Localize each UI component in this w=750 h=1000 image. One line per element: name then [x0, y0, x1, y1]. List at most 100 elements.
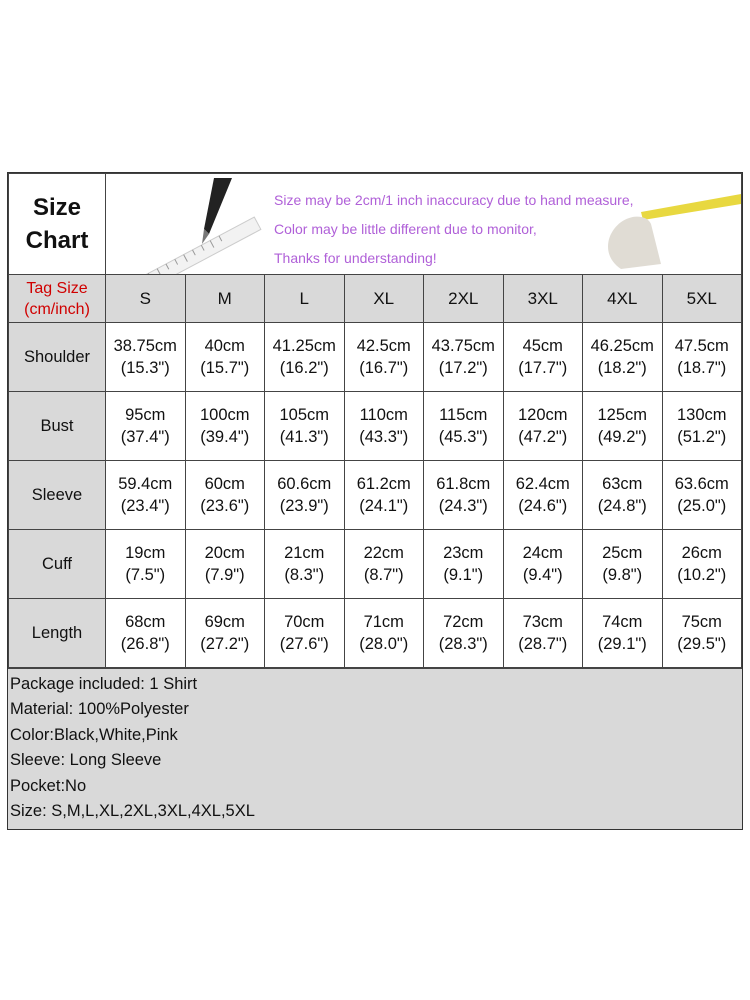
size-header: 2XL	[423, 274, 504, 323]
banner-note: Color may be little different due to mon…	[274, 221, 537, 237]
inch-value: (39.4")	[200, 428, 250, 446]
inch-value: (17.2")	[438, 359, 488, 377]
inch-value: (29.5")	[677, 635, 727, 653]
inch-value: (26.8")	[120, 635, 170, 653]
inch-value: (15.3")	[120, 359, 170, 377]
inch-value: (7.5")	[125, 566, 166, 584]
cm-value: 110cm	[359, 406, 408, 424]
cm-value: 25cm	[602, 544, 643, 562]
cm-value: 21cm	[284, 544, 325, 562]
cm-value: 42.5cm	[356, 337, 411, 355]
row-label: Sleeve	[8, 460, 106, 530]
inch-value: (25.0")	[677, 497, 727, 515]
measurement-cell: 130cm (51.2")	[661, 391, 742, 461]
tag-size-label: Tag Size (cm/inch)	[8, 274, 106, 323]
size-header: L	[264, 274, 345, 323]
table-row: Shoulder 38.75cm (15.3") 40cm (15.7") 41.25cm…	[8, 322, 742, 392]
measurement-cell: 42.5cm (16.7")	[343, 322, 424, 392]
measurement-cell: 41.25cm (16.2")	[264, 322, 345, 392]
pencil-ruler-icon	[129, 178, 262, 274]
banner-note: Size may be 2cm/1 inch inaccuracy due to…	[274, 192, 634, 208]
inch-value: (18.2")	[597, 359, 647, 377]
banner-note: Thanks for understanding!	[274, 250, 437, 266]
detail-size: Size: S,M,L,XL,2XL,3XL,4XL,5XL	[10, 802, 255, 821]
cm-value: 45cm	[522, 337, 563, 355]
size-header: S	[105, 274, 186, 323]
inch-value: (9.8")	[602, 566, 643, 584]
measurement-cell: 105cm (41.3")	[264, 391, 345, 461]
cm-value: 61.8cm	[436, 475, 491, 493]
measurement-cell: 125cm (49.2")	[582, 391, 663, 461]
cm-value: 63.6cm	[674, 475, 729, 493]
measurement-cell: 68cm (26.8")	[105, 598, 186, 668]
detail-color: Color:Black,White,Pink	[10, 725, 178, 744]
tag-size-line-2: (cm/inch)	[24, 300, 90, 318]
cm-value: 40cm	[204, 337, 245, 355]
measurement-cell: 75cm (29.5")	[661, 598, 742, 668]
cm-value: 73cm	[522, 613, 563, 631]
banner: Size may be 2cm/1 inch inaccuracy due to…	[105, 173, 742, 275]
measurement-cell: 72cm (28.3")	[423, 598, 504, 668]
cm-value: 130cm	[676, 406, 727, 424]
measurement-cell: 24cm (9.4")	[502, 529, 583, 599]
inch-value: (23.6")	[200, 497, 250, 515]
cm-value: 62.4cm	[515, 475, 570, 493]
inch-value: (8.3")	[284, 566, 325, 584]
size-chart: Size Chart Size may be 2cm/1 inch inaccur…	[7, 172, 743, 830]
cm-value: 19cm	[125, 544, 166, 562]
measurement-cell: 60.6cm (23.9")	[264, 460, 345, 530]
cm-value: 20cm	[204, 544, 245, 562]
measurement-cell: 26cm (10.2")	[661, 529, 742, 599]
measurement-cell: 47.5cm (18.7")	[661, 322, 742, 392]
size-header: XL	[343, 274, 424, 323]
measurement-cell: 62.4cm (24.6")	[502, 460, 583, 530]
title-line-2: Chart	[25, 227, 89, 254]
inch-value: (18.7")	[677, 359, 727, 377]
inch-value: (43.3")	[359, 428, 409, 446]
measurement-cell: 110cm (43.3")	[343, 391, 424, 461]
inch-value: (23.4")	[120, 497, 170, 515]
measurement-cell: 22cm (8.7")	[343, 529, 424, 599]
cm-value: 59.4cm	[118, 475, 173, 493]
inch-value: (15.7")	[200, 359, 250, 377]
cm-value: 95cm	[125, 406, 166, 424]
inch-value: (8.7")	[363, 566, 404, 584]
cm-value: 24cm	[522, 544, 563, 562]
measurement-cell: 59.4cm (23.4")	[105, 460, 186, 530]
row-label: Shoulder	[8, 322, 106, 392]
detail-sleeve: Sleeve: Long Sleeve	[10, 751, 162, 770]
cm-value: 26cm	[681, 544, 722, 562]
inch-value: (41.3")	[279, 428, 329, 446]
inch-value: (27.6")	[279, 635, 329, 653]
inch-value: (16.7")	[359, 359, 409, 377]
row-label: Cuff	[8, 529, 106, 599]
cm-value: 41.25cm	[272, 337, 336, 355]
inch-value: (28.3")	[438, 635, 488, 653]
measurement-cell: 71cm (28.0")	[343, 598, 424, 668]
size-header: 5XL	[661, 274, 742, 323]
table-row: Cuff 19cm (7.5") 20cm (7.9") 21cm (8.3") 22cm (8…	[8, 529, 742, 599]
inch-value: (28.7")	[518, 635, 568, 653]
measurement-cell: 21cm (8.3")	[264, 529, 345, 599]
inch-value: (7.9")	[204, 566, 245, 584]
measurement-cell: 115cm (45.3")	[423, 391, 504, 461]
cm-value: 60.6cm	[277, 475, 332, 493]
inch-value: (49.2")	[597, 428, 647, 446]
measurement-cell: 38.75cm (15.3")	[105, 322, 186, 392]
inch-value: (51.2")	[677, 428, 727, 446]
measurement-cell: 63cm (24.8")	[582, 460, 663, 530]
cm-value: 63cm	[602, 475, 643, 493]
inch-value: (24.6")	[518, 497, 568, 515]
measurement-cell: 20cm (7.9")	[184, 529, 265, 599]
measurement-cell: 60cm (23.6")	[184, 460, 265, 530]
tag-size-line-1: Tag Size	[26, 279, 88, 297]
row-label: Length	[8, 598, 106, 668]
cm-value: 69cm	[204, 613, 245, 631]
measurement-cell: 95cm (37.4")	[105, 391, 186, 461]
cm-value: 38.75cm	[113, 337, 177, 355]
measurement-cell: 23cm (9.1")	[423, 529, 504, 599]
measurement-cell: 43.75cm (17.2")	[423, 322, 504, 392]
measurement-cell: 70cm (27.6")	[264, 598, 345, 668]
measurement-cell: 25cm (9.8")	[582, 529, 663, 599]
cm-value: 72cm	[443, 613, 484, 631]
